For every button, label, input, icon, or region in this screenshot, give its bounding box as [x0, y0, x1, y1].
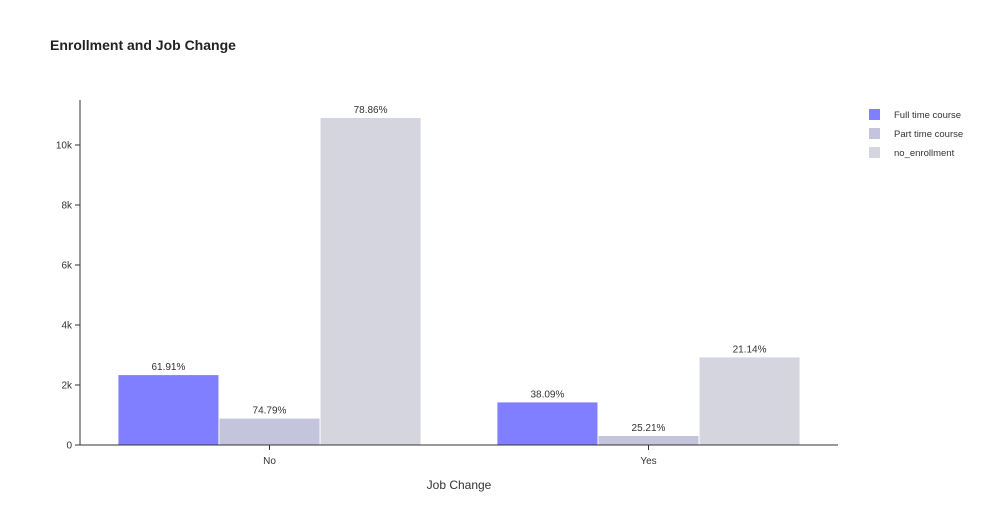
y-tick-label: 10k [56, 141, 73, 152]
legend-swatch[interactable] [869, 147, 880, 158]
y-tick-label: 4k [61, 321, 73, 332]
bar[interactable] [598, 436, 699, 445]
legend[interactable]: Full time course Part time course no_enrol… [869, 109, 963, 159]
legend-swatch[interactable] [869, 128, 880, 139]
bar[interactable] [219, 418, 320, 445]
x-tick-label: Yes [640, 456, 656, 467]
x-axis-ticks: No Yes [263, 445, 657, 467]
data-labels-layer: 61.91% 74.79% 78.86% 38.09% 25.21% 21.14% [151, 105, 766, 434]
legend-item-label[interactable]: Part time course [894, 129, 963, 140]
y-tick-label: 8k [61, 201, 73, 212]
bar-data-label: 78.86% [354, 105, 388, 116]
bars-layer [118, 118, 800, 445]
x-tick-label: No [263, 456, 276, 467]
y-axis-ticks: 0 2k 4k 6k 8k 10k [56, 141, 80, 452]
y-tick-label: 0 [66, 441, 72, 452]
x-axis-title: Job Change [427, 478, 492, 492]
bar[interactable] [320, 118, 421, 445]
bar[interactable] [497, 402, 598, 445]
chart-title: Enrollment and Job Change [50, 37, 236, 53]
y-tick-label: 2k [61, 381, 73, 392]
bar[interactable] [699, 357, 800, 445]
bar-data-label: 38.09% [530, 389, 564, 400]
bar-data-label: 25.21% [632, 423, 666, 434]
legend-item-label[interactable]: no_enrollment [894, 148, 955, 159]
bar-data-label: 21.14% [733, 344, 767, 355]
bar-data-label: 74.79% [253, 406, 287, 417]
bar[interactable] [118, 375, 219, 445]
legend-item-label[interactable]: Full time course [894, 110, 961, 121]
y-tick-label: 6k [61, 261, 73, 272]
legend-swatch[interactable] [869, 109, 880, 120]
bar-data-label: 61.91% [151, 362, 185, 373]
